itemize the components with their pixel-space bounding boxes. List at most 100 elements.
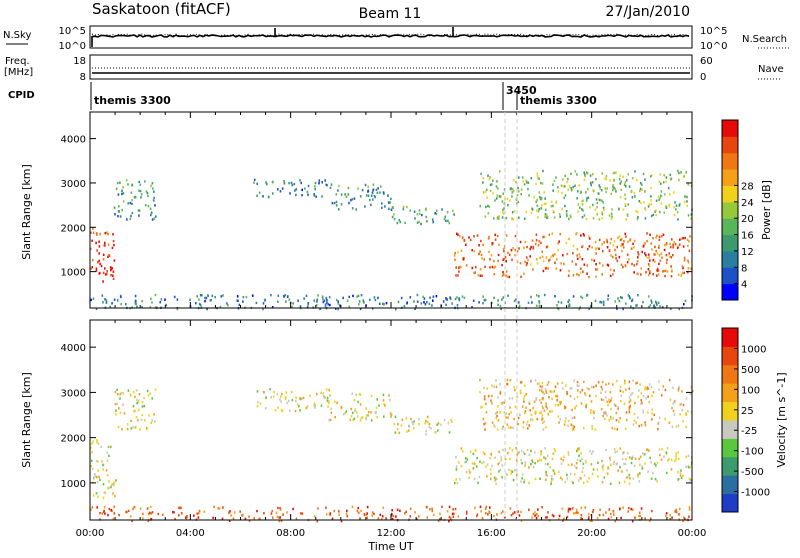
power-cell-r6-1 — [527, 258, 529, 262]
velocity-colorbar-swatch-9 — [722, 328, 738, 347]
power-cell-r7-26 — [569, 214, 572, 217]
power-cell-r5-23 — [418, 209, 421, 212]
power-cell-r6-226 — [669, 242, 671, 246]
power-cell-r7-154 — [669, 173, 672, 177]
power-cell-r8-69 — [204, 296, 206, 299]
power-cell-r4-42 — [331, 201, 334, 205]
velocity-cell-r1-24 — [132, 391, 135, 394]
power-cell-r5-3 — [421, 213, 423, 217]
velocity-cell-r5-51 — [616, 450, 618, 453]
power-cell-r7-255 — [496, 180, 498, 183]
velocity-cell-r2-16 — [276, 393, 279, 396]
velocity-cell-r5-175 — [661, 448, 663, 451]
power-cell-r0-45 — [107, 254, 110, 257]
power-cell-r2-45 — [149, 207, 152, 210]
velocity-cell-r6-72 — [547, 413, 550, 416]
power-cell-r8-181 — [339, 304, 341, 307]
power-cell-r2-8 — [113, 206, 116, 209]
velocity-cell-r5-243 — [537, 459, 539, 463]
power-cell-r3-7 — [321, 181, 323, 184]
velocity-cell-r7-3 — [558, 517, 560, 521]
velocity-cell-r6-59 — [524, 410, 527, 413]
velocity-cell-r3-27 — [342, 413, 345, 416]
velocity-cell-r5-78 — [654, 477, 657, 481]
power-cell-r6-287 — [616, 259, 619, 263]
power-colorbar-swatch-2 — [722, 250, 738, 268]
power-cell-r7-63 — [676, 211, 679, 214]
power-cell-r6-57 — [652, 273, 654, 276]
power-cell-r6-217 — [674, 243, 677, 246]
velocity-cell-r7-283 — [453, 512, 455, 515]
velocity-cell-r6-127 — [528, 402, 531, 405]
power-cell-r7-192 — [546, 216, 548, 219]
velocity-cell-r6-125 — [651, 408, 653, 411]
power-cell-r6-72 — [505, 260, 507, 263]
power-cell-r8-273 — [307, 302, 310, 305]
velocity-cell-r5-107 — [490, 477, 492, 481]
velocity-cell-r5-68 — [475, 465, 478, 468]
velocity-cell-r6-135 — [565, 417, 567, 420]
velocity-cell-r0-22 — [106, 459, 109, 462]
velocity-cell-r5-99 — [544, 463, 547, 466]
velocity-cell-r6-141 — [579, 391, 582, 394]
power-cell-r6-207 — [640, 267, 642, 270]
velocity-cell-r7-174 — [405, 510, 407, 513]
power-cell-r8-108 — [321, 295, 324, 298]
velocity-cell-r0-32 — [96, 476, 98, 479]
velocity-cell-r5-216 — [523, 478, 526, 482]
power-cell-r7-62 — [636, 210, 639, 214]
velocity-cell-r1-60 — [132, 426, 134, 429]
power-cell-r7-292 — [513, 210, 516, 213]
velocity-cell-r7-78 — [108, 507, 111, 511]
velocity-cell-r5-134 — [648, 449, 650, 452]
velocity-cell-r5-188 — [616, 462, 618, 465]
velocity-x-tick-label-6: 00:00 — [678, 528, 707, 539]
velocity-cell-r5-149 — [471, 462, 474, 465]
velocity-cell-r5-124 — [559, 476, 562, 479]
power-cell-r7-126 — [585, 191, 587, 194]
cpid-segment-1: 3450 — [506, 84, 537, 97]
power-cell-r6-225 — [479, 268, 482, 271]
velocity-cell-r5-150 — [575, 462, 578, 465]
power-cell-r8-252 — [594, 299, 597, 302]
power-cell-r7-179 — [587, 188, 589, 191]
power-cell-r7-363 — [494, 199, 496, 202]
velocity-cell-r5-117 — [581, 470, 584, 473]
velocity-cell-r5-217 — [680, 476, 683, 480]
power-cell-r8-0 — [517, 301, 520, 304]
velocity-cell-r5-160 — [486, 463, 489, 466]
power-cell-r6-121 — [595, 252, 597, 255]
power-cell-r6-29 — [591, 246, 593, 249]
power-cell-r6-188 — [687, 271, 689, 274]
velocity-cell-r5-31 — [554, 449, 557, 453]
power-cell-r7-149 — [631, 177, 634, 180]
velocity-cell-r5-245 — [603, 476, 606, 479]
power-cell-r6-65 — [676, 246, 679, 250]
velocity-cell-r7-286 — [133, 506, 136, 509]
power-cell-r6-47 — [461, 236, 464, 239]
velocity-cell-r0-18 — [100, 445, 102, 449]
velocity-cell-r6-334 — [530, 379, 532, 382]
velocity-cell-r7-243 — [221, 517, 224, 520]
power-cell-r8-280 — [581, 296, 584, 300]
power-cell-r7-299 — [613, 186, 615, 190]
velocity-cell-r5-171 — [521, 462, 523, 465]
power-cell-r0-35 — [90, 247, 92, 251]
velocity-cell-r5-198 — [493, 476, 496, 479]
power-cell-r4-37 — [351, 198, 354, 201]
power-cell-r0-41 — [112, 270, 115, 273]
velocity-cell-r1-44 — [139, 428, 141, 431]
power-cell-r0-9 — [104, 232, 107, 235]
power-cell-r7-264 — [501, 216, 504, 219]
power-cell-r6-26 — [652, 258, 655, 262]
power-cell-r2-23 — [119, 181, 121, 184]
power-cell-r0-19 — [97, 261, 99, 264]
velocity-cell-r6-260 — [541, 385, 544, 388]
velocity-cell-r7-291 — [381, 518, 383, 521]
power-cell-r7-24 — [610, 212, 613, 215]
power-cell-r7-258 — [677, 171, 680, 175]
velocity-cell-r6-300 — [507, 416, 509, 419]
velocity-cell-r6-285 — [675, 425, 678, 428]
power-cell-r6-310 — [624, 232, 627, 235]
velocity-cell-r5-65 — [498, 450, 500, 453]
